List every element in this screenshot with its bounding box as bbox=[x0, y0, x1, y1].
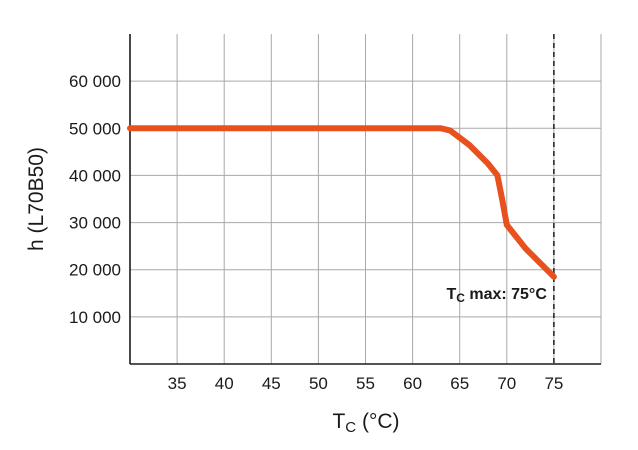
x-axis-title-sub: C bbox=[345, 419, 356, 436]
y-axis-title: h (L70B50) bbox=[25, 147, 48, 251]
y-tick-label-50000: 50 000 bbox=[69, 119, 121, 138]
axes bbox=[129, 34, 601, 365]
x-tick-label-60: 60 bbox=[403, 374, 422, 393]
x-tick-label-55: 55 bbox=[356, 374, 375, 393]
y-tick-label-30000: 30 000 bbox=[69, 214, 121, 233]
annotation-main: T bbox=[446, 286, 456, 303]
x-axis-title-main: T bbox=[332, 410, 345, 433]
x-tick-label-65: 65 bbox=[450, 374, 469, 393]
series bbox=[127, 34, 557, 364]
y-tick-label-10000: 10 000 bbox=[69, 308, 121, 327]
y-tick-label-60000: 60 000 bbox=[69, 72, 121, 91]
x-axis-title-unit: (°C) bbox=[356, 410, 399, 433]
x-tick-label-70: 70 bbox=[497, 374, 516, 393]
y-tick-label-20000: 20 000 bbox=[69, 261, 121, 280]
x-tick-label-40: 40 bbox=[215, 374, 234, 393]
annotation-sub: C bbox=[456, 291, 465, 305]
x-tick-label-50: 50 bbox=[309, 374, 328, 393]
x-tick-label-45: 45 bbox=[262, 374, 281, 393]
tc-max-annotation: TC max: 75°C bbox=[446, 286, 547, 305]
x-axis-title: TC (°C) bbox=[332, 410, 399, 436]
x-tick-label-35: 35 bbox=[168, 374, 187, 393]
annotation-rest: max: 75°C bbox=[465, 286, 547, 303]
grid bbox=[130, 34, 602, 364]
y-tick-label-40000: 40 000 bbox=[69, 166, 121, 185]
series-line-0 bbox=[127, 125, 557, 280]
x-tick-label-75: 75 bbox=[544, 374, 563, 393]
tick-labels: 35 40 45 50 55 60 65 70 75 10 000 20 000 30 000 40 0… bbox=[69, 72, 563, 393]
